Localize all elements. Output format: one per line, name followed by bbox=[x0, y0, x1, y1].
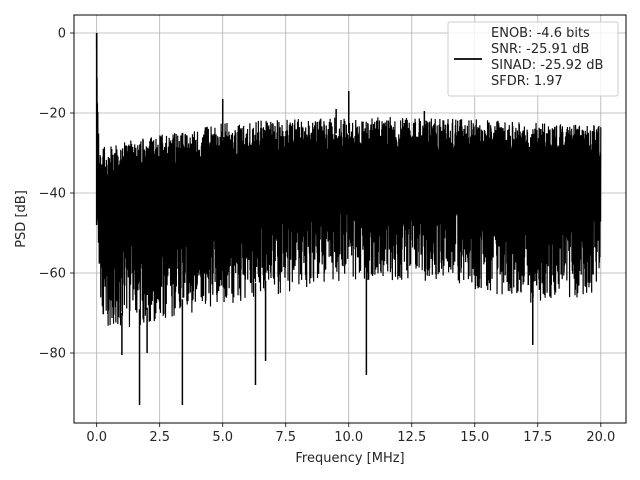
psd-trace bbox=[96, 52, 602, 328]
x-tick-label: 7.5 bbox=[275, 430, 296, 445]
y-tick-label: 0 bbox=[58, 27, 66, 42]
y-axis-label: PSD [dB] bbox=[14, 190, 29, 248]
legend-snr: SNR: -25.91 dB bbox=[491, 42, 589, 57]
y-tick-label: −60 bbox=[39, 267, 66, 282]
legend-sinad: SINAD: -25.92 dB bbox=[491, 58, 603, 73]
x-tick-label: 0.0 bbox=[86, 430, 107, 445]
x-tick-label: 5.0 bbox=[212, 430, 233, 445]
x-axis-label: Frequency [MHz] bbox=[295, 451, 404, 466]
y-tick-label: −80 bbox=[39, 347, 66, 362]
ticks: 0.0 2.5 5.0 7.5 10.0 12.5 15.0 17.5 20.0 0 −20 −40 −… bbox=[39, 27, 616, 446]
x-tick-label: 15.0 bbox=[460, 430, 489, 445]
legend-enob: ENOB: -4.6 bits bbox=[491, 26, 590, 41]
x-tick-label: 17.5 bbox=[523, 430, 552, 445]
y-tick-label: −20 bbox=[39, 107, 66, 122]
x-tick-label: 12.5 bbox=[397, 430, 426, 445]
legend: ENOB: -4.6 bits SNR: -25.91 dB SINAD: -2… bbox=[447, 21, 619, 97]
x-tick-label: 20.0 bbox=[586, 430, 615, 445]
legend-sfdr: SFDR: 1.97 bbox=[491, 74, 563, 89]
x-tick-label: 10.0 bbox=[334, 430, 363, 445]
y-tick-label: −40 bbox=[39, 187, 66, 202]
plot-area bbox=[95, 33, 602, 405]
legend-box bbox=[447, 21, 619, 97]
x-tick-label: 2.5 bbox=[149, 430, 170, 445]
axes-frame bbox=[73, 14, 627, 424]
